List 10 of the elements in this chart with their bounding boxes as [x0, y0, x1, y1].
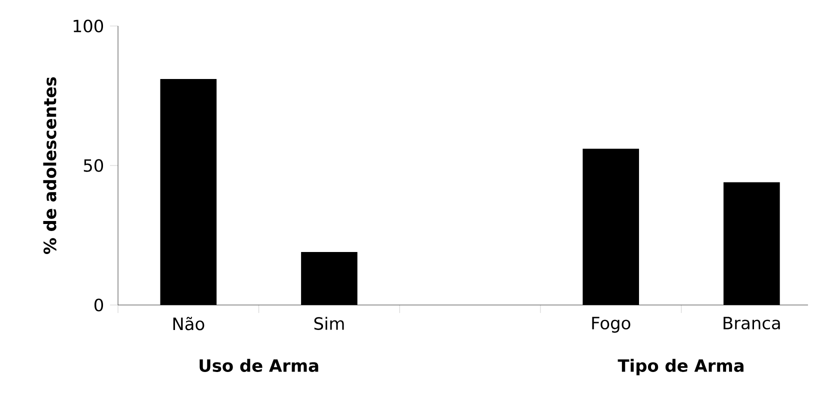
x-tick-label: Fogo — [592, 316, 630, 333]
y-tick-label: 50 — [84, 159, 104, 172]
x-tick-label: Branca — [724, 316, 780, 330]
x-tick-label: Sim — [314, 316, 344, 330]
x-tick-label: Não — [173, 316, 204, 330]
y-axis-title: % de adolescentes — [43, 77, 56, 254]
text: Tipo de Arma — [618, 358, 744, 376]
y-tick-label: 0 — [94, 298, 104, 312]
y-tick-label: 100 — [74, 20, 104, 32]
text: Uso de Arma — [200, 358, 318, 372]
